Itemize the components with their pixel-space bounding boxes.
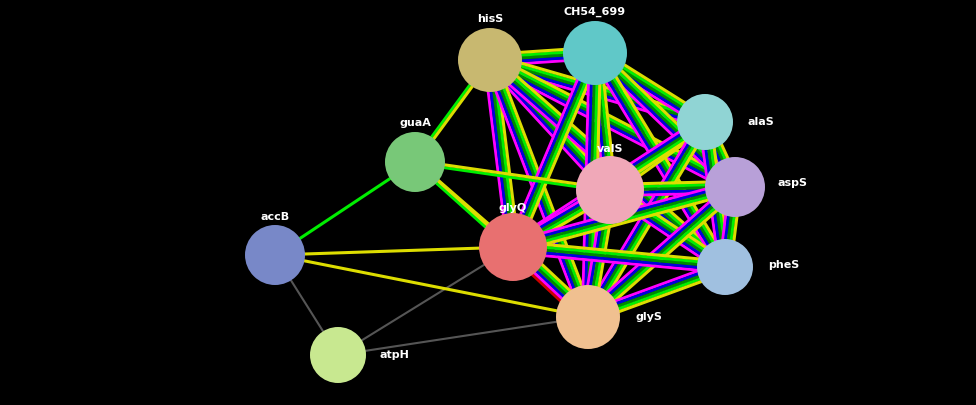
Circle shape bbox=[576, 156, 644, 224]
Circle shape bbox=[556, 285, 620, 349]
Circle shape bbox=[677, 94, 733, 150]
Circle shape bbox=[705, 157, 765, 217]
Text: hisS: hisS bbox=[477, 14, 503, 24]
Text: alaS: alaS bbox=[748, 117, 775, 127]
Circle shape bbox=[310, 327, 366, 383]
Circle shape bbox=[245, 225, 305, 285]
Text: accB: accB bbox=[261, 212, 290, 222]
Circle shape bbox=[458, 28, 522, 92]
Text: CH54_699: CH54_699 bbox=[564, 7, 626, 17]
Circle shape bbox=[697, 239, 753, 295]
Circle shape bbox=[479, 213, 547, 281]
Text: valS: valS bbox=[596, 144, 624, 154]
Circle shape bbox=[563, 21, 627, 85]
Text: glyQ: glyQ bbox=[499, 203, 527, 213]
Circle shape bbox=[385, 132, 445, 192]
Text: guaA: guaA bbox=[399, 118, 431, 128]
Text: glyS: glyS bbox=[635, 312, 662, 322]
Text: aspS: aspS bbox=[778, 178, 808, 188]
Text: atpH: atpH bbox=[380, 350, 410, 360]
Text: pheS: pheS bbox=[768, 260, 799, 270]
